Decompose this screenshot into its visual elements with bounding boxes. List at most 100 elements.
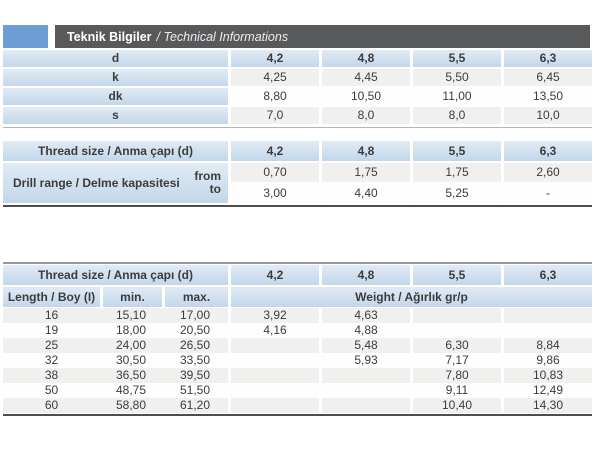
weight-header: Weight / Ağırlık gr/p [228, 287, 592, 307]
weight-row: 32 30,50 33,50 5,93 7,17 9,86 [3, 353, 592, 368]
from-to-labels: from to [194, 170, 221, 196]
weight-subheader-row: Length / Boy (I) min. max. Weight / Ağır… [3, 287, 592, 307]
to-label: to [209, 182, 221, 196]
weight-row: 38 36,50 39,50 7,80 10,83 [3, 368, 592, 383]
length-value: 16 [3, 308, 100, 323]
column-header: 4,8 [319, 265, 410, 285]
weight-value: 6,30 [410, 338, 501, 353]
dims-value: 11,00 [410, 88, 501, 105]
dims-row: dk 8,80 10,50 11,00 13,50 [3, 88, 592, 105]
max-value: 39,50 [162, 368, 228, 383]
thread-size-header: Thread size / Anma çapı (d) [3, 265, 228, 285]
page-title: Teknik Bilgiler [67, 29, 152, 44]
weight-value: 5,93 [319, 353, 410, 368]
weight-table-bottom-border [3, 414, 592, 416]
drill-from-value: 1,75 [319, 163, 410, 182]
dims-value: 4,2 [228, 50, 319, 67]
weight-value [228, 383, 319, 398]
weight-value: 7,17 [410, 353, 501, 368]
drill-table-bottom-border [3, 205, 592, 207]
page-subtitle: / Technical Informations [156, 29, 289, 44]
weight-table-body: 16 15,10 17,00 3,92 4,63 19 18,00 20,50 4,16 4,88… [3, 308, 592, 413]
dims-row: s 7,0 8,0 8,0 10,0 [3, 107, 592, 124]
column-header: 4,2 [228, 141, 319, 161]
accent-square [3, 25, 48, 48]
dims-row-label: k [3, 69, 228, 86]
dimensions-table: d 4,2 4,8 5,5 6,3 k 4,25 4,45 5,50 6,45 dk 8,80 10,5… [3, 50, 592, 126]
weight-value [410, 308, 501, 323]
weight-table: Thread size / Anma çapı (d) 4,2 4,8 5,5 … [3, 262, 592, 416]
dims-value: 5,50 [410, 69, 501, 86]
min-value: 58,80 [100, 398, 162, 413]
dims-value: 10,0 [501, 107, 592, 124]
weight-value: 9,11 [410, 383, 501, 398]
dims-value: 13,50 [501, 88, 592, 105]
weight-value [228, 338, 319, 353]
weight-value: 7,80 [410, 368, 501, 383]
thread-size-header: Thread size / Anma çapı (d) [3, 141, 228, 161]
dims-row-label: s [3, 107, 228, 124]
weight-value [228, 353, 319, 368]
max-header: max. [162, 287, 228, 307]
max-value: 17,00 [162, 308, 228, 323]
weight-value: 3,92 [228, 308, 319, 323]
dims-value: 6,45 [501, 69, 592, 86]
from-label: from [194, 169, 221, 183]
weight-value: 14,30 [501, 398, 592, 413]
drill-from-value: 1,75 [410, 163, 501, 182]
dims-row: k 4,25 4,45 5,50 6,45 [3, 69, 592, 86]
dims-value: 8,0 [319, 107, 410, 124]
dims-value: 6,3 [501, 50, 592, 67]
drill-header-row: Thread size / Anma çapı (d) 4,2 4,8 5,5 … [3, 141, 592, 161]
length-value: 38 [3, 368, 100, 383]
weight-value: 4,63 [319, 308, 410, 323]
drill-range-label: Drill range / Delme kapasitesi [13, 175, 180, 190]
weight-value [228, 398, 319, 413]
column-header: 6,3 [501, 141, 592, 161]
weight-value: 8,84 [501, 338, 592, 353]
weight-row: 60 58,80 61,20 10,40 14,30 [3, 398, 592, 413]
min-value: 48,75 [100, 383, 162, 398]
weight-row: 50 48,75 51,50 9,11 12,49 [3, 383, 592, 398]
weight-value [319, 398, 410, 413]
table-separator-line [3, 127, 592, 128]
dims-value: 8,80 [228, 88, 319, 105]
min-value: 18,00 [100, 323, 162, 338]
dims-row-label: d [3, 50, 228, 67]
max-value: 20,50 [162, 323, 228, 338]
min-value: 30,50 [100, 353, 162, 368]
weight-value [319, 383, 410, 398]
drill-from-value: 0,70 [228, 163, 319, 182]
dims-value: 10,50 [319, 88, 410, 105]
drill-to-value: 4,40 [319, 184, 410, 203]
weight-value: 4,88 [319, 323, 410, 338]
dims-row: d 4,2 4,8 5,5 6,3 [3, 50, 592, 67]
weight-value: 12,49 [501, 383, 592, 398]
length-value: 50 [3, 383, 100, 398]
length-value: 25 [3, 338, 100, 353]
dims-value: 7,0 [228, 107, 319, 124]
title-bar: Teknik Bilgiler / Technical Informations [55, 25, 590, 48]
drill-to-value: 3,00 [228, 184, 319, 203]
weight-value [319, 368, 410, 383]
weight-header-row: Thread size / Anma çapı (d) 4,2 4,8 5,5 … [3, 265, 592, 285]
dims-value: 4,45 [319, 69, 410, 86]
min-value: 24,00 [100, 338, 162, 353]
drill-body: Drill range / Delme kapasitesi from to 0… [3, 163, 592, 203]
weight-value [228, 368, 319, 383]
length-value: 60 [3, 398, 100, 413]
length-value: 32 [3, 353, 100, 368]
max-value: 26,50 [162, 338, 228, 353]
dims-value: 8,0 [410, 107, 501, 124]
min-value: 15,10 [100, 308, 162, 323]
column-header: 6,3 [501, 265, 592, 285]
min-value: 36,50 [100, 368, 162, 383]
weight-value: 10,83 [501, 368, 592, 383]
drill-range-table: Thread size / Anma çapı (d) 4,2 4,8 5,5 … [3, 141, 592, 207]
weight-row: 25 24,00 26,50 5,48 6,30 8,84 [3, 338, 592, 353]
drill-range-label-cell: Drill range / Delme kapasitesi from to [3, 163, 228, 203]
min-header: min. [100, 287, 162, 307]
drill-from-value: 2,60 [501, 163, 592, 182]
weight-value [501, 308, 592, 323]
